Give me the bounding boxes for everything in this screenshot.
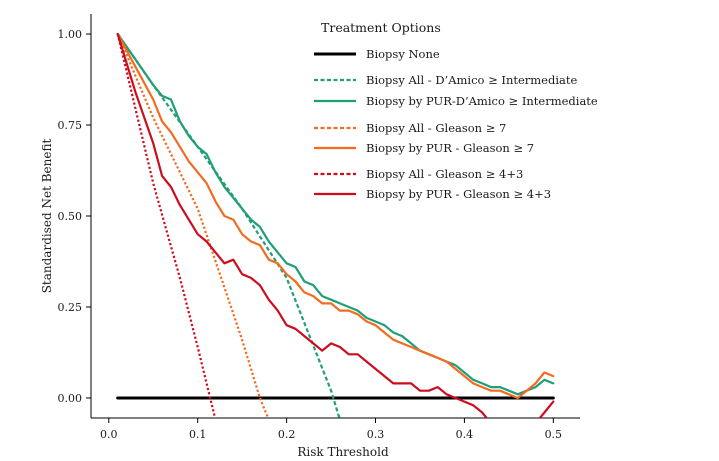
y-tick-label: 0.25 <box>58 301 83 314</box>
series-layer <box>116 32 555 418</box>
series-line-3 <box>116 32 555 396</box>
legend-title: Treatment Options <box>321 20 441 35</box>
legend-label-5: Biopsy by PUR - Gleason ≥ 7 <box>366 141 534 155</box>
x-tick-label: 0.1 <box>189 428 207 441</box>
x-tick-label: 0.2 <box>278 428 296 441</box>
legend-items: Biopsy None Biopsy All - D’Amico ≥ Interm… <box>314 47 598 201</box>
x-ticks: 0.0 0.1 0.2 0.3 0.4 0.5 <box>100 418 562 441</box>
y-tick-label: 0.75 <box>58 119 83 132</box>
series-line-7 <box>116 32 555 418</box>
y-axis-title: Standardised Net Benefit <box>40 139 54 294</box>
legend-label-4: Biopsy All - Gleason ≥ 7 <box>366 121 506 135</box>
y-tick-label: 1.00 <box>58 28 83 41</box>
y-tick-label: 0.50 <box>58 210 83 223</box>
y-ticks: 0.00 0.25 0.50 0.75 1.00 <box>58 28 91 405</box>
x-axis-title: Risk Threshold <box>297 445 389 459</box>
legend-label-2: Biopsy All - D’Amico ≥ Intermediate <box>366 73 578 87</box>
x-tick-label: 0.0 <box>100 428 118 441</box>
legend-label-6: Biopsy All - Gleason ≥ 4+3 <box>366 167 523 181</box>
series-line-2 <box>116 33 341 418</box>
y-tick-label: 0.00 <box>58 392 83 405</box>
legend-label-3: Biopsy by PUR-D’Amico ≥ Intermediate <box>366 94 598 108</box>
legend-label-1: Biopsy None <box>366 47 440 61</box>
series-line-4 <box>116 33 270 418</box>
series-line-6 <box>116 33 217 418</box>
x-tick-label: 0.3 <box>367 428 385 441</box>
x-tick-label: 0.5 <box>545 428 563 441</box>
series-line-5 <box>116 32 555 400</box>
x-tick-label: 0.4 <box>456 428 474 441</box>
legend-label-7: Biopsy by PUR - Gleason ≥ 4+3 <box>366 187 551 201</box>
legend: Treatment Options Biopsy None Biopsy All … <box>314 20 598 201</box>
